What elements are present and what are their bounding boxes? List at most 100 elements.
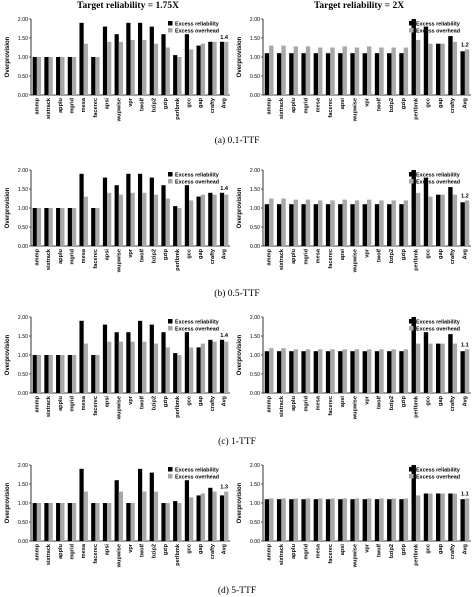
x-tick-label: crafty <box>210 97 216 113</box>
bar-excess-overhead-crafty <box>452 343 458 393</box>
x-tick-label: mesa <box>81 97 87 112</box>
x-tick-label: gzip <box>401 97 407 109</box>
bar-excess-overhead-apsi <box>342 199 347 246</box>
bar-excess-overhead-applu <box>293 498 298 541</box>
x-tick-label: Avg <box>462 248 468 259</box>
y-tick-label: 1.50 <box>250 36 260 42</box>
bar-excess-overhead-perlbmk <box>415 192 421 246</box>
bar-excess-overhead-twolf <box>142 39 147 95</box>
bar-excess-reliability-perlbmk <box>411 19 416 95</box>
y-tick-label: 0.00 <box>18 93 28 99</box>
bar-excess-overhead-Avg <box>224 341 229 393</box>
bar-excess-overhead-gcc <box>428 43 433 95</box>
bar-excess-reliability-Avg <box>219 41 225 95</box>
bar-excess-overhead-sixtrack <box>281 198 286 246</box>
bar-excess-overhead-gzip <box>165 503 170 541</box>
x-tick-label: apsi <box>105 249 111 261</box>
bar-excess-reliability-gcc <box>184 185 190 246</box>
bar-excess-reliability-twolf <box>374 204 380 246</box>
x-tick-label: twolf <box>140 98 146 111</box>
x-tick-label: sixtrack <box>46 543 52 565</box>
bar-excess-overhead-mgrid <box>305 199 311 246</box>
x-tick-label: applu <box>291 97 297 112</box>
bar-excess-reliability-gap <box>436 194 441 246</box>
chart-a-left: 0.00 0.50 1.00 1.50 2.00 Overprovision ammp six… <box>5 17 230 122</box>
bar-excess-reliability-sixtrack <box>276 499 282 541</box>
y-tick-label: 1.00 <box>18 206 28 212</box>
bar-excess-reliability-Avg <box>219 192 225 246</box>
bar-excess-overhead-mesa <box>83 491 88 541</box>
x-tick-label: vpr <box>128 248 134 258</box>
x-tick-label: applu <box>58 395 64 410</box>
bar-excess-overhead-apsi <box>107 192 112 246</box>
bar-excess-reliability-mesa <box>79 320 84 393</box>
x-tick-label: twolf <box>140 249 146 262</box>
x-tick-label: mgrid <box>303 248 309 264</box>
bar-excess-reliability-applu <box>56 355 61 393</box>
x-tick-label: gap <box>198 248 204 259</box>
bar-excess-overhead-gzip <box>403 47 409 95</box>
bar-excess-overhead-gzip <box>165 198 170 246</box>
bar-excess-reliability-crafty <box>448 187 453 246</box>
bar-excess-reliability-gap <box>436 343 441 393</box>
x-tick-label: twolf <box>377 249 383 262</box>
chart-panels: 0.00 0.50 1.00 1.50 2.00 Overprovision ammp six… <box>5 17 471 568</box>
bar-excess-overhead-gap <box>200 43 205 95</box>
x-tick-label: apsi <box>105 396 111 408</box>
x-tick-label: gap <box>438 395 444 406</box>
y-axis-label: Overprovision <box>237 36 243 77</box>
x-tick-label: wupwise <box>352 98 358 122</box>
x-tick-label: ammp <box>34 97 40 114</box>
bar-excess-reliability-Avg <box>219 495 225 541</box>
x-tick-label: gcc <box>426 396 432 406</box>
bar-excess-reliability-bzip2 <box>149 177 154 246</box>
bar-excess-reliability-Avg <box>460 499 465 541</box>
bar-excess-reliability-gap <box>436 43 441 95</box>
bar-excess-reliability-gap <box>196 347 201 393</box>
x-tick-label: gap <box>198 543 204 554</box>
x-tick-label: sixtrack <box>279 97 285 119</box>
bar-excess-reliability-twolf <box>374 53 380 95</box>
x-tick-label: perlbmk <box>413 248 419 271</box>
x-tick-label: bzip2 <box>389 98 395 112</box>
bar-excess-overhead-bzip2 <box>391 47 396 95</box>
bar-excess-overhead-applu <box>60 355 65 393</box>
x-tick-label: vpr <box>365 248 371 258</box>
y-tick-label: 0.50 <box>250 372 260 378</box>
bar-excess-reliability-gcc <box>423 493 429 541</box>
bar-excess-overhead-ammp <box>269 198 274 246</box>
bar-excess-overhead-mgrid <box>305 498 311 541</box>
x-tick-label: gcc <box>187 396 193 406</box>
bar-excess-overhead-perlbmk <box>415 39 421 95</box>
bar-excess-reliability-mesa <box>79 468 84 541</box>
y-tick-label: 1.00 <box>18 55 28 61</box>
bar-excess-overhead-bzip2 <box>391 349 396 393</box>
y-axis-label: Overprovision <box>237 187 243 228</box>
column-title-left: Target reliability = 1.75X <box>77 1 179 11</box>
legend-swatch-excess-reliability <box>409 172 414 177</box>
bar-excess-reliability-crafty <box>448 36 453 95</box>
bar-excess-overhead-Avg <box>464 349 470 393</box>
bar-excess-reliability-ammp <box>32 503 37 541</box>
legend-label-excess-reliability: Excess reliability <box>175 172 219 178</box>
y-tick-label: 1.00 <box>18 353 28 359</box>
y-tick-label: 2.00 <box>18 168 28 174</box>
x-tick-label: vpr <box>365 97 371 107</box>
bar-excess-reliability-facerec <box>91 503 96 541</box>
bar-excess-overhead-gcc <box>428 343 433 393</box>
y-tick-label: 0.00 <box>18 244 28 250</box>
bar-excess-overhead-bzip2 <box>153 43 159 95</box>
bar-excess-overhead-applu <box>60 503 65 541</box>
x-tick-label: perlbmk <box>175 248 181 271</box>
y-tick-label: 0.00 <box>18 391 28 397</box>
bar-excess-overhead-crafty <box>452 194 458 246</box>
bar-excess-reliability-twolf <box>137 468 143 541</box>
bar-excess-reliability-mesa <box>79 22 84 95</box>
legend-swatch-excess-reliability <box>168 21 173 26</box>
bar-excess-reliability-ammp <box>32 355 37 393</box>
bar-excess-reliability-gzip <box>161 332 166 393</box>
bar-excess-overhead-applu <box>293 199 298 246</box>
bar-excess-overhead-crafty <box>452 493 458 541</box>
bar-excess-overhead-sixtrack <box>281 45 286 95</box>
x-tick-label: mgrid <box>303 395 309 411</box>
